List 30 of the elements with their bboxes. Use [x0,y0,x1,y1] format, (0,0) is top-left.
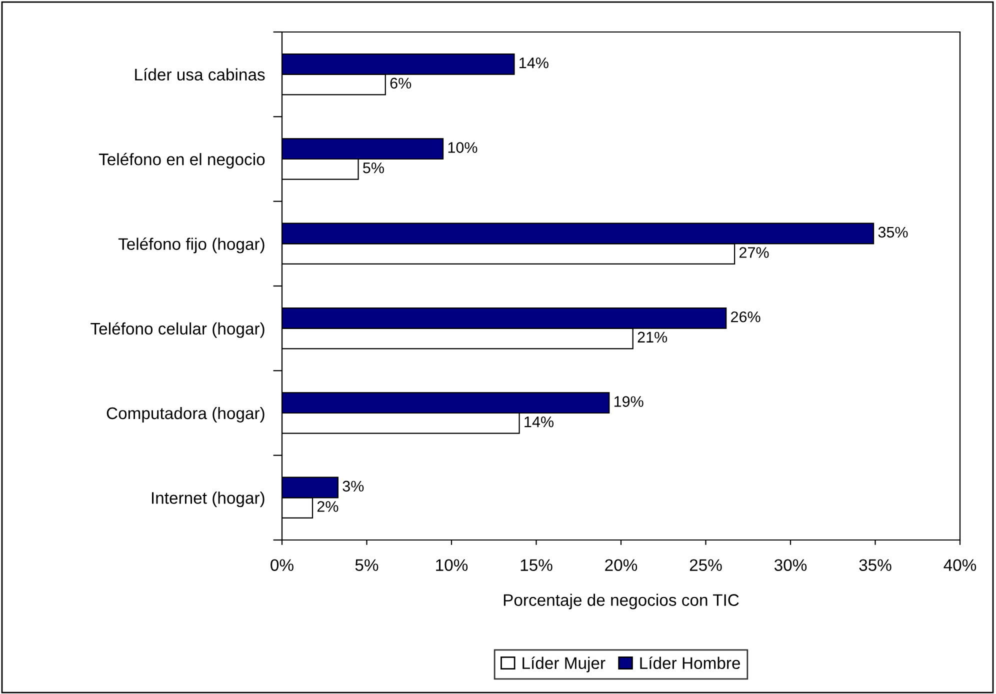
y-tick-label: Líder usa cabinas [135,68,265,81]
y-tick-label: Internet (hogar) [152,492,264,508]
data-label: 5% [363,162,384,174]
data-label: 19% [614,396,644,407]
y-tick-label: Teléfono fijo (hogar) [118,238,264,254]
data-label: 27% [740,247,769,258]
data-label: 26% [731,311,760,322]
legend-label: Líder Mujer [522,656,606,672]
x-tick-label: 15% [520,559,552,571]
legend-label: Líder Hombre [640,656,740,670]
x-tick-label: 25% [690,559,722,571]
y-tick-label: Teléfono en el negocio [98,152,265,169]
x-tick-label: 0% [270,559,294,571]
data-label: 14% [520,58,548,68]
x-tick-label: 5% [355,559,378,571]
data-label: 10% [448,142,478,153]
x-tick-label: 35% [859,559,892,571]
data-label: 21% [638,332,668,343]
y-tick-label: Computadora (hogar) [106,406,264,422]
data-label: 2% [317,501,338,512]
data-label: 14% [524,416,554,428]
y-tick-label: Teléfono celular (hogar) [90,322,264,338]
x-tick-label: 10% [436,559,468,571]
x-tick-label: 20% [605,559,638,571]
data-label: 3% [342,480,364,492]
x-tick-label: 30% [774,559,807,571]
data-label: 35% [878,226,908,238]
x-axis-title: Porcentaje de negocios con TIC [504,594,739,610]
x-tick-label: 40% [944,559,976,571]
data-label: 6% [390,78,412,89]
